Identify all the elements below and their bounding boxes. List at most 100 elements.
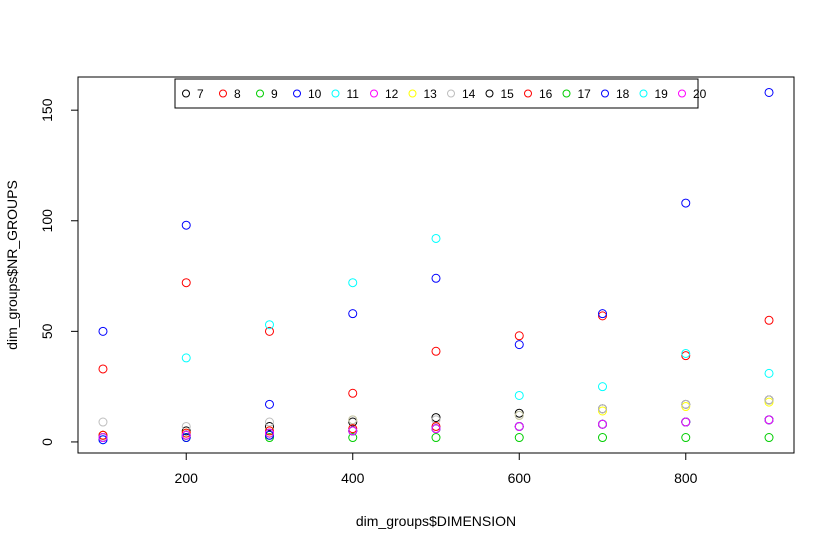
legend-label: 11 (347, 87, 360, 101)
data-point-series-8 (348, 388, 358, 398)
data-point-series-10 (598, 309, 608, 319)
x-tick-label: 600 (508, 470, 532, 486)
data-point-series-14 (98, 417, 108, 427)
legend-label: 7 (197, 87, 204, 101)
data-point-series-14 (264, 417, 274, 427)
legend-label: 14 (462, 87, 476, 101)
legend-marker (408, 89, 417, 98)
legend-label: 12 (385, 87, 399, 101)
data-point-series-10 (98, 326, 108, 336)
legend-marker (524, 89, 532, 98)
legend-box (174, 78, 699, 109)
data-point-series-10 (681, 198, 691, 208)
data-point-series-8 (681, 351, 691, 361)
data-points (98, 87, 774, 445)
legend-marker (485, 89, 494, 98)
data-point-series-14 (431, 415, 441, 425)
x-tick-label: 200 (175, 470, 199, 486)
data-point-series-20 (264, 428, 274, 438)
data-point-series-16 (348, 424, 358, 434)
legend-label: 8 (234, 87, 241, 101)
axes: 200 400 600 800 0 50 100 150 (39, 98, 698, 486)
data-point-series-8 (431, 346, 441, 356)
data-point-series-13 (598, 406, 608, 416)
data-point-series-16 (98, 430, 108, 440)
legend-label: 15 (501, 87, 515, 101)
data-point-series-7 (514, 408, 524, 418)
legend-label: 17 (578, 87, 592, 101)
data-point-series-20 (98, 433, 108, 443)
data-point-series-7 (431, 413, 441, 423)
data-point-series-11 (431, 233, 441, 243)
legend-marker (639, 89, 648, 98)
legend: 7 8 9 10 11 12 13 14 15 16 17 18 19 20 (174, 78, 707, 109)
legend-label: 9 (271, 87, 278, 101)
y-tick-label: 50 (39, 323, 55, 339)
data-point-series-9 (264, 433, 274, 443)
data-point-series-16 (431, 421, 441, 431)
data-point-series-7 (348, 417, 358, 427)
data-point-series-13 (681, 402, 691, 412)
data-point-series-20 (764, 415, 774, 425)
x-axis-title: dim_groups$DIMENSION (356, 513, 516, 529)
data-point-series-9 (431, 433, 441, 443)
legend-label: 20 (693, 87, 707, 101)
data-point-series-10 (348, 309, 358, 319)
y-tick-label: 100 (39, 209, 55, 233)
data-point-series-9 (348, 433, 358, 443)
data-point-series-14 (348, 415, 358, 425)
data-point-series-11 (181, 353, 191, 363)
data-point-series-16 (181, 428, 191, 438)
legend-marker (331, 89, 340, 98)
data-point-series-11 (681, 348, 691, 358)
data-point-series-13 (764, 397, 774, 407)
data-point-series-8 (598, 311, 608, 321)
data-point-series-9 (514, 433, 524, 443)
data-point-series-10 (181, 220, 191, 230)
data-point-series-14 (598, 404, 608, 414)
data-point-series-9 (598, 433, 608, 443)
data-point-series-20 (431, 424, 441, 434)
data-point-series-20 (348, 426, 358, 436)
data-point-series-14 (514, 410, 524, 420)
legend-marker (219, 89, 227, 98)
legend-marker (447, 89, 455, 98)
plot-area-frame (77, 76, 795, 454)
data-point-series-10 (764, 87, 774, 97)
y-tick-label: 150 (39, 98, 55, 122)
data-point-series-18 (98, 435, 108, 445)
y-axis-title: dim_groups$NR_GROUPS (4, 180, 20, 350)
data-point-series-11 (598, 382, 608, 392)
legend-marker (562, 89, 571, 98)
x-tick-label: 800 (674, 470, 698, 486)
data-point-series-16 (264, 426, 274, 436)
data-point-series-20 (181, 430, 191, 440)
legend-marker (182, 89, 190, 98)
legend-marker (601, 89, 609, 98)
data-point-series-11 (764, 368, 774, 378)
data-point-series-20 (681, 417, 691, 427)
data-point-series-8 (98, 364, 108, 374)
legend-label: 10 (308, 87, 322, 101)
data-point-series-11 (348, 278, 358, 288)
data-point-series-9 (681, 433, 691, 443)
legend-marker (293, 89, 301, 98)
data-point-series-10 (514, 340, 524, 350)
data-point-series-11 (264, 320, 274, 330)
data-point-series-10 (431, 273, 441, 283)
data-point-series-14 (181, 421, 191, 431)
data-point-series-7 (264, 421, 274, 431)
legend-marker (370, 89, 378, 98)
data-point-series-9 (764, 433, 774, 443)
data-point-series-7 (181, 426, 191, 436)
data-point-series-8 (514, 331, 524, 341)
data-point-series-8 (764, 315, 774, 325)
data-point-series-20 (598, 419, 608, 429)
data-point-series-11 (514, 390, 524, 400)
legend-label: 18 (616, 87, 630, 101)
data-point-series-18 (181, 433, 191, 443)
y-tick-label: 0 (39, 438, 55, 446)
legend-marker (256, 89, 264, 98)
data-point-series-8 (264, 326, 274, 336)
